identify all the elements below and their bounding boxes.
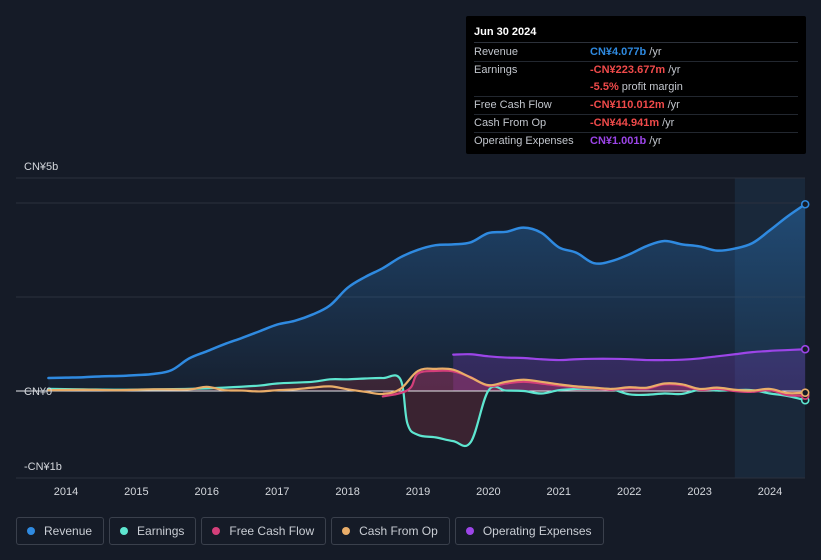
tooltip-row-revenue: Revenue CN¥4.077b /yr [474, 44, 798, 62]
tooltip-unit: /yr [662, 117, 675, 129]
legend-dot-icon [212, 527, 221, 535]
legend-label: Earnings [137, 524, 185, 538]
earnings-area [48, 375, 806, 446]
legend-label: Operating Expenses [482, 524, 592, 538]
legend-dot-icon [120, 527, 129, 535]
tooltip-row-earnings: Earnings -CN¥223.677m /yr [474, 62, 798, 79]
cash-from-op-end-point [800, 388, 810, 397]
tooltip-row-cash-from-op: Cash From Op -CN¥44.941m /yr [474, 115, 798, 133]
tooltip-label [474, 79, 590, 96]
y-tick-label: -CN¥1b [24, 461, 62, 473]
x-tick-label: 2021 [547, 486, 571, 498]
x-tick-label: 2017 [265, 486, 289, 498]
legend-item-free-cash-flow[interactable]: Free Cash Flow [201, 517, 327, 545]
tooltip-row-free-cash-flow: Free Cash Flow -CN¥110.012m /yr [474, 97, 798, 115]
legend-item-operating-expenses[interactable]: Operating Expenses [454, 517, 604, 545]
tooltip-value: -5.5% [590, 81, 619, 93]
tooltip-unit: profit margin [621, 81, 683, 93]
chart-legend: Revenue Earnings Free Cash Flow Cash Fro… [16, 517, 609, 545]
operating-expenses-end-point [800, 344, 810, 354]
operating-expenses-line [452, 348, 807, 362]
x-tick-label: 2023 [687, 486, 711, 498]
tooltip-value: -CN¥110.012m [590, 99, 665, 111]
cash-from-op-line [47, 367, 807, 396]
tooltip-unit: /yr [649, 135, 662, 147]
x-tick-label: 2019 [406, 486, 430, 498]
x-tick-label: 2016 [195, 486, 219, 498]
x-tick-label: 2015 [124, 486, 148, 498]
tooltip-label: Free Cash Flow [474, 99, 552, 111]
tooltip-label: Earnings [474, 64, 518, 76]
legend-label: Free Cash Flow [229, 524, 315, 538]
tooltip-row-profit-margin: -5.5% profit margin [474, 79, 798, 97]
tooltip-row-operating-expenses: Operating Expenses CN¥1.001b /yr [474, 133, 798, 150]
tooltip-value: CN¥4.077b [590, 46, 647, 58]
revenue-end-point [800, 199, 810, 209]
tooltip-date: Jun 30 2024 [474, 24, 798, 43]
legend-label: Cash From Op [359, 524, 438, 538]
tooltip-value: -CN¥223.677m [590, 64, 666, 76]
x-tick-label: 2024 [758, 486, 782, 498]
tooltip-value: -CN¥44.941m [590, 117, 660, 129]
legend-item-earnings[interactable]: Earnings [109, 517, 197, 545]
x-tick-label: 2014 [54, 486, 78, 498]
legend-dot-icon [27, 527, 35, 535]
x-tick-label: 2020 [476, 486, 500, 498]
tooltip-label: Revenue [474, 46, 519, 58]
tooltip-unit: /yr [667, 99, 680, 111]
y-tick-label: CN¥5b [24, 161, 58, 173]
revenue-area [48, 204, 806, 391]
tooltip-value: CN¥1.001b [590, 135, 647, 147]
x-tick-label: 2022 [617, 486, 641, 498]
legend-item-revenue[interactable]: Revenue [16, 517, 105, 545]
revenue-line [47, 203, 807, 380]
tooltip-label: Operating Expenses [474, 135, 574, 147]
legend-item-cash-from-op[interactable]: Cash From Op [331, 517, 450, 545]
tooltip-unit: /yr [668, 64, 681, 76]
tooltip-label: Cash From Op [474, 117, 547, 129]
tooltip-unit: /yr [649, 46, 662, 58]
y-tick-label: CN¥0 [24, 386, 52, 398]
tooltip-panel: Jun 30 2024 Revenue CN¥4.077b /yr Earnin… [466, 16, 806, 154]
legend-dot-icon [342, 527, 351, 535]
x-tick-label: 2018 [335, 486, 359, 498]
legend-dot-icon [465, 527, 474, 535]
legend-label: Revenue [44, 524, 93, 538]
